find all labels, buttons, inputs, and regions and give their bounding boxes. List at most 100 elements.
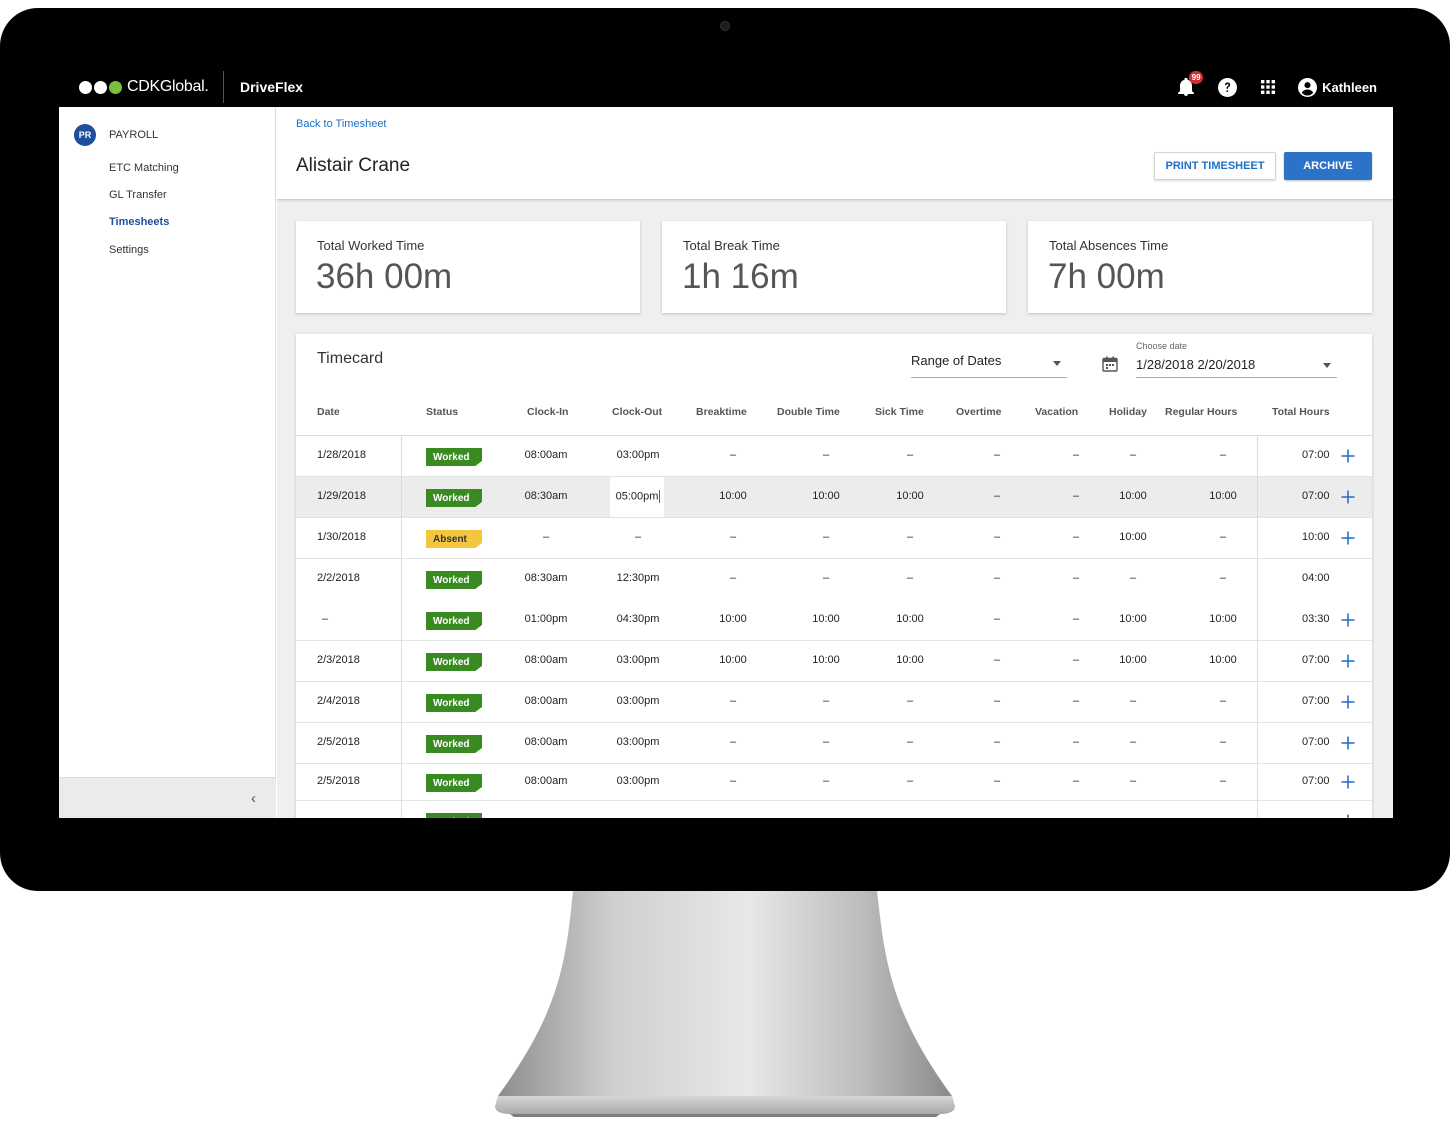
cell-text: 08:00am [524,449,568,461]
sidebar-item-etc-matching[interactable]: ETC Matching [109,162,179,174]
col-status[interactable]: Status [426,406,459,418]
status-badge[interactable]: Worked [426,653,482,671]
stat-label: Total Worked Time [317,238,425,253]
table-row[interactable]: 1/30/2018 Absent – – – – – – – 10:00 – 10:00 [296,518,1372,559]
col-holiday[interactable]: Holiday [1109,406,1147,418]
cell-text: – [993,736,1001,748]
calendar-icon[interactable] [1102,356,1118,377]
notification-badge: 99 [1189,71,1204,84]
range-select[interactable]: Range of Dates [911,353,1067,378]
col-date[interactable]: Date [317,406,340,418]
table-row[interactable]: 2/2/2018 Worked 08:30am 12:30pm – – – – – – – 04:00 [296,559,1372,600]
status-badge[interactable]: Worked [426,774,482,792]
status-badge[interactable]: Worked [426,448,482,466]
table-row[interactable]: 2/4/2018 Worked 08:00am 03:00pm – – – – – – – 07:00 [296,682,1372,723]
plus-icon[interactable] [1340,489,1356,505]
col-total-hours[interactable]: Total Hours [1272,406,1330,418]
col-sick-time[interactable]: Sick Time [875,406,924,418]
cell-text: 08:00am [524,695,568,707]
clock-out-edit-field[interactable] [610,477,664,517]
cell-text: – [822,695,830,707]
plus-icon[interactable] [1340,774,1356,790]
account-icon[interactable] [1297,77,1317,97]
sidebar-item-timesheets[interactable]: Timesheets [109,216,170,228]
status-badge[interactable]: Worked [426,571,482,589]
cell-sick-time: – [880,695,940,707]
cell-sick-time: – [880,775,940,787]
col-overtime[interactable]: Overtime [956,406,1002,418]
table-row[interactable]: 2/3/2018 Worked 08:00am 03:00pm 10:00 10:00 10… [296,641,1372,682]
status-badge[interactable]: Worked [426,612,482,630]
cell-double-time: – [796,449,856,461]
plus-icon[interactable] [1340,653,1356,669]
sidebar-item-settings[interactable]: Settings [109,244,149,256]
col-vacation[interactable]: Vacation [1035,406,1079,418]
cell-text: – [822,775,830,787]
cell-text: – [729,572,737,584]
cell-double-time: 10:00 [796,490,856,502]
cell-text: – [1072,531,1080,543]
plus-icon[interactable] [1340,694,1356,710]
cell-text: – [542,531,550,543]
col-breaktime[interactable]: Breaktime [696,406,747,418]
date-picker[interactable]: Choose date 1/28/2018 2/20/2018 [1136,341,1337,378]
camera [720,21,730,31]
plus-icon[interactable] [1340,448,1356,464]
cell-sick-time: 10:00 [880,490,940,502]
table-row[interactable]: Worked [296,801,1372,818]
plus-icon[interactable] [1340,612,1356,628]
bell-icon[interactable]: 99 [1176,71,1204,97]
cell-holiday: – [1103,736,1163,748]
cell-text: 03:00pm [616,449,660,461]
help-icon[interactable] [1217,77,1237,97]
status-badge[interactable]: Worked [426,813,482,818]
status-badge[interactable]: Worked [426,489,482,507]
sidebar-item-gl-transfer[interactable]: GL Transfer [109,189,167,201]
cell-text: – [906,449,914,461]
table-row[interactable]: 2/5/2018 Worked 08:00am 03:00pm – – – – – – – 07:00 [296,723,1372,764]
cell-text: – [993,613,1001,625]
col-clock-out[interactable]: Clock-Out [612,406,663,418]
cell-text: 10:00 [1209,613,1237,625]
plus-icon[interactable] [1340,813,1356,818]
table-row[interactable]: 1/29/2018 Worked 08:30am 05:00pm 10:00 10:00 1… [296,477,1372,518]
table-row[interactable]: – Worked 01:00pm 04:30pm 10:00 10:00 10:00 – – 10… [296,600,1372,641]
back-link[interactable]: Back to Timesheet [296,118,387,130]
status-badge[interactable]: Worked [426,694,482,712]
stat-label: Total Absences Time [1049,238,1169,253]
print-timesheet-button[interactable]: PRINT TIMESHEET [1154,152,1276,180]
table-row[interactable]: 1/28/2018 Worked 08:00am 03:00pm – – – – – – – 07:0… [296,436,1372,477]
cell-overtime: – [967,449,1027,461]
cell-text: – [1072,490,1080,502]
monitor-stand [495,891,955,1117]
cell-text: 10:00 [1119,613,1147,625]
cell-text: – [1129,449,1137,461]
archive-button[interactable]: ARCHIVE [1284,152,1372,180]
status-badge[interactable]: Absent [426,530,482,548]
col-clock-in[interactable]: Clock-In [527,406,569,418]
logo-dot [109,80,122,94]
cell-date: – [322,613,329,625]
user-name[interactable]: Kathleen [1322,79,1377,95]
stat-value: 7h 00m [1048,257,1165,296]
column-divider [1257,436,1258,818]
status-badge[interactable]: Worked [426,735,482,753]
brand-name: CDKGlobal. [127,78,209,95]
app-screen: CDKGlobal. DriveFlex 99 Kathleen [59,67,1393,818]
apps-grid-icon[interactable] [1258,77,1278,97]
chevron-left-icon[interactable]: ‹ [251,790,256,807]
cell-clock-out: 03:00pm [608,654,668,666]
cell-double-time: – [796,531,856,543]
col-regular-hours[interactable]: Regular Hours [1165,406,1238,418]
cell-clock-in: 08:00am [516,736,576,748]
cell-text: – [729,775,737,787]
table-row[interactable]: 2/5/2018 Worked 08:00am 03:00pm – – – – – – – 07:00 [296,764,1372,801]
cell-clock-in: 08:00am [516,695,576,707]
cell-text: 08:30am [524,490,568,502]
cell-text: – [1219,531,1227,543]
plus-icon[interactable] [1340,735,1356,751]
sidebar-header[interactable]: PR PAYROLL [74,124,158,146]
col-double-time[interactable]: Double Time [777,406,840,418]
cdk-logo[interactable]: CDKGlobal. [79,77,209,97]
plus-icon[interactable] [1340,530,1356,546]
